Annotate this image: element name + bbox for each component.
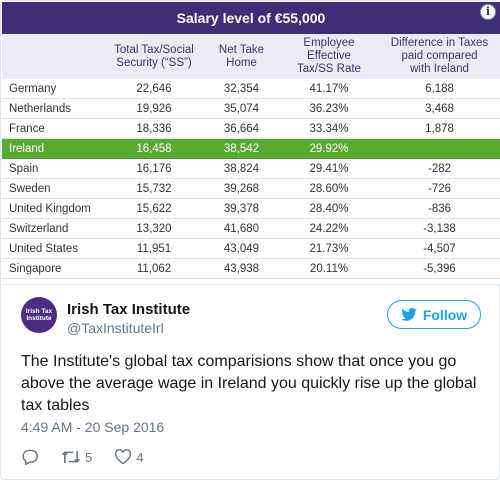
cell-tax-ss: 11,062 [136,263,172,275]
header-net-take-home: Net Take Home [218,43,265,69]
cell-diff [379,139,500,159]
retweet-icon [61,449,81,465]
retweet-count: 5 [85,449,93,465]
table-row: France 18,336 36,664 33.34% 1,878 [2,119,500,139]
cell-rate: 20.11% [309,263,349,275]
cell-rate: 29.41% [309,163,349,175]
cell-rate: 36.23% [309,103,349,115]
tweet-timestamp[interactable]: 4:49 AM - 20 Sep 2016 [21,419,165,435]
table-row: United States 11,951 43,049 21.73% -4,507 [2,239,500,259]
cell-country: Netherlands [9,103,72,115]
avatar[interactable]: Irish Tax Institute [21,297,57,333]
tweet-media-table[interactable]: Salary level of €55,000 i Total Tax/Soci… [2,2,500,285]
table-row: Singapore 11,062 43,938 20.11% -5,396 [2,259,500,279]
table-row: Netherlands 19,926 35,074 36.23% 3,468 [2,99,500,119]
like-count: 4 [136,449,144,465]
cell-diff: 1,878 [425,123,454,135]
cell-net: 41,680 [223,223,260,235]
like-action[interactable]: 4 [114,449,143,465]
table-title: Salary level of €55,000 [2,2,500,34]
cell-tax-ss: 15,622 [136,203,172,215]
table-row: United Kingdom 15,622 39,378 28.40% -836 [2,199,500,219]
cell-diff: -5,396 [423,263,456,275]
header-effective-rate: Employee Effective Tax/SS Rate [297,37,361,75]
cell-net: 39,268 [223,183,260,195]
cell-diff: -4,507 [423,243,456,255]
retweet-action[interactable]: 5 [61,449,92,465]
cell-diff: -3,138 [423,223,456,235]
cell-diff: -282 [427,163,452,175]
cell-tax-ss: 11,951 [136,243,172,255]
cell-country: Ireland [9,143,45,155]
cell-net: 32,354 [223,83,260,95]
cell-diff: -726 [427,183,452,195]
cell-country: Germany [9,83,57,95]
cell-rate: 21.73% [309,243,349,255]
cell-net: 35,074 [223,103,260,115]
user-handle[interactable]: @TaxInstituteIrl [67,320,164,336]
cell-tax-ss: 18,336 [136,123,172,135]
cell-net: 39,378 [223,203,260,215]
header-tax-ss: Total Tax/Social Security (“SS”) [114,43,194,69]
cell-country: France [9,123,45,135]
cell-rate: 41.17% [309,83,349,95]
cell-tax-ss: 22,646 [136,83,172,95]
cell-rate: 28.40% [309,203,349,215]
cell-country: Switzerland [9,223,69,235]
heart-icon [114,449,132,465]
table-row: Germany 22,646 32,354 41.17% 6,188 [2,79,500,99]
cell-net: 43,049 [223,243,260,255]
tweet-text: The Institute's global tax comparisions … [21,353,477,414]
table-header: Total Tax/Social Security (“SS”) Net Tak… [2,34,500,79]
reply-action[interactable] [21,449,39,465]
cell-tax-ss: 16,458 [136,143,172,155]
twitter-bird-icon [401,308,417,321]
cell-tax-ss: 19,926 [136,103,172,115]
table-row: Sweden 15,732 39,268 28.60% -726 [2,179,500,199]
cell-rate: 28.60% [309,183,349,195]
reply-icon [21,449,39,465]
cell-rate: 29.92% [309,143,349,155]
cell-net: 38,542 [223,143,260,155]
cell-net: 36,664 [223,123,260,135]
cell-country: United Kingdom [9,203,91,215]
cell-net: 43,938 [223,263,260,275]
tweet-actions: 5 4 [21,447,165,467]
cell-diff: 3,468 [425,103,454,115]
cell-tax-ss: 13,320 [136,223,172,235]
table-row: Switzerland 13,320 41,680 24.22% -3,138 [2,219,500,239]
cell-tax-ss: 16,176 [136,163,172,175]
table-row: Spain 16,176 38,824 29.41% -282 [2,159,500,179]
cell-rate: 24.22% [309,223,349,235]
cell-country: Sweden [9,183,51,195]
cell-diff: 6,188 [425,83,454,95]
cell-country: Spain [9,163,39,175]
follow-label: Follow [422,306,468,323]
info-icon[interactable]: i [480,4,496,20]
follow-button[interactable]: Follow [387,300,481,329]
header-difference: Difference in Taxes paid compared with I… [390,37,489,75]
cell-country: United States [9,243,79,255]
cell-country: Singapore [9,263,62,275]
table-row: Ireland 16,458 38,542 29.92% [2,139,500,159]
cell-tax-ss: 15,732 [136,183,172,195]
cell-net: 38,824 [223,163,260,175]
cell-diff: -836 [427,203,452,215]
display-name[interactable]: Irish Tax Institute [67,301,191,318]
cell-rate: 33.34% [309,123,349,135]
